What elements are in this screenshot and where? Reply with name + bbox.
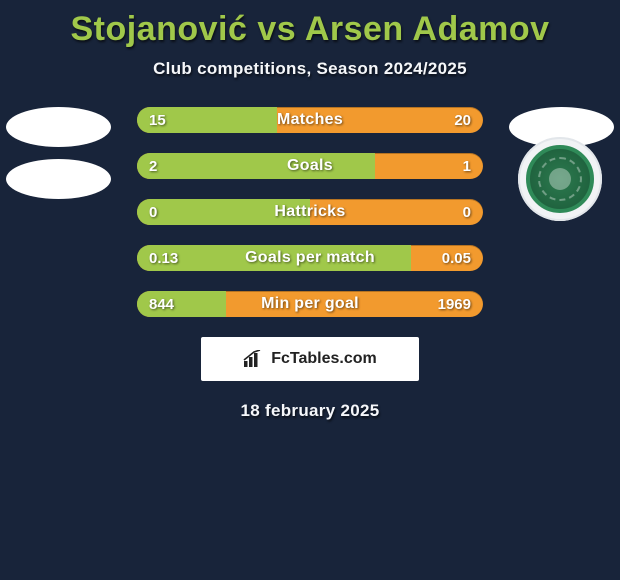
right-player-club-logo — [518, 137, 602, 221]
page-title: Stojanović vs Arsen Adamov — [0, 4, 620, 59]
club-logo-inner — [526, 145, 594, 213]
stat-bar-goals: 2 1 Goals — [137, 153, 483, 179]
brand-text: FcTables.com — [271, 350, 377, 368]
stat-label: Matches — [137, 107, 483, 133]
stat-label: Min per goal — [137, 291, 483, 317]
bar-chart-icon — [243, 350, 265, 368]
stat-label: Hattricks — [137, 199, 483, 225]
date-line: 18 february 2025 — [0, 381, 620, 421]
brand-badge: FcTables.com — [201, 337, 419, 381]
left-player-badge-2 — [6, 159, 111, 199]
stat-bar-min-per-goal: 844 1969 Min per goal — [137, 291, 483, 317]
stat-label: Goals — [137, 153, 483, 179]
stat-bars: 15 20 Matches 2 1 Goals 0 0 Hattricks 0.… — [137, 107, 483, 317]
stat-label: Goals per match — [137, 245, 483, 271]
stat-bar-goals-per-match: 0.13 0.05 Goals per match — [137, 245, 483, 271]
stats-area: 15 20 Matches 2 1 Goals 0 0 Hattricks 0.… — [0, 107, 620, 421]
stat-bar-matches: 15 20 Matches — [137, 107, 483, 133]
comparison-card: Stojanović vs Arsen Adamov Club competit… — [0, 0, 620, 421]
club-logo-center — [549, 168, 571, 190]
left-player-badge-1 — [6, 107, 111, 147]
stat-bar-hattricks: 0 0 Hattricks — [137, 199, 483, 225]
subtitle: Club competitions, Season 2024/2025 — [0, 59, 620, 107]
